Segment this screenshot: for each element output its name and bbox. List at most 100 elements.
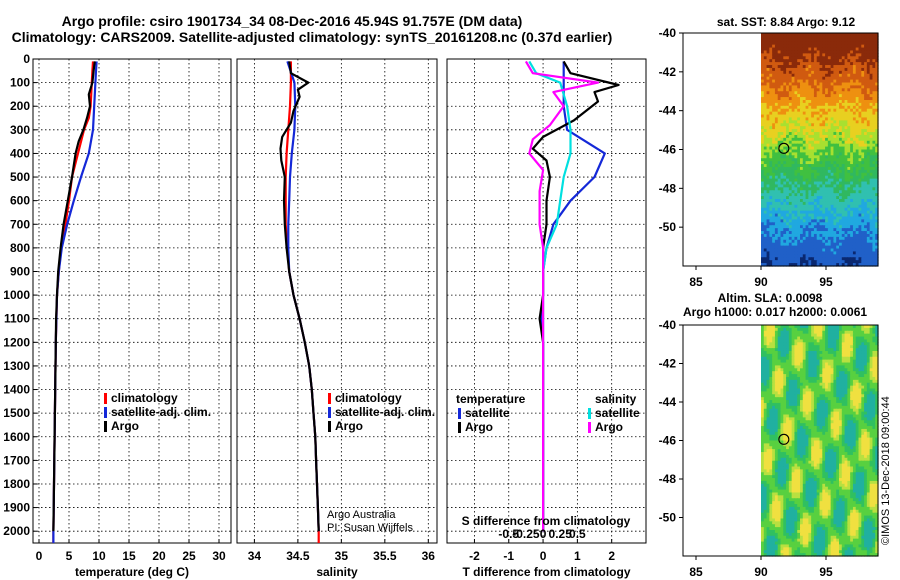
sst-heatmap-cell bbox=[861, 99, 865, 104]
sst-heatmap-cell bbox=[774, 111, 779, 116]
sst-heatmap-cell bbox=[766, 53, 770, 57]
sst-heatmap-cell bbox=[772, 44, 776, 49]
sst-heatmap-cell bbox=[777, 102, 782, 107]
sst-heatmap-cell bbox=[866, 70, 871, 75]
sst-heatmap-cell bbox=[763, 105, 768, 110]
sst-heatmap-cell bbox=[866, 108, 871, 113]
sst-heatmap-cell bbox=[864, 79, 868, 84]
sst-heatmap-cell bbox=[861, 65, 865, 69]
sst-heatmap-cell bbox=[769, 102, 773, 107]
sst-heatmap-cell bbox=[800, 70, 804, 75]
depth-tick-label: 400 bbox=[10, 146, 30, 160]
sst-heatmap-cell bbox=[839, 41, 843, 46]
sst-heatmap-cell bbox=[816, 117, 821, 121]
sst-heatmap-cell bbox=[822, 33, 826, 37]
sst-heatmap-cell bbox=[783, 79, 787, 84]
sst-heatmap-cell bbox=[813, 102, 818, 107]
sst-heatmap-cell bbox=[836, 44, 840, 49]
sst-heatmap-cell bbox=[788, 76, 793, 81]
sst-heatmap-cell bbox=[836, 65, 840, 69]
sst-heatmap-cell bbox=[875, 53, 879, 57]
sst-heatmap-cell bbox=[861, 97, 865, 101]
sst-heatmap-cell bbox=[847, 79, 851, 84]
sst-heatmap-cell bbox=[819, 56, 823, 60]
sst-heatmap-cell bbox=[808, 44, 812, 49]
sst-map-title: sat. SST: 8.84 Argo: 9.12 bbox=[717, 15, 856, 29]
sst-heatmap-cell bbox=[839, 102, 843, 107]
sst-heatmap-cell bbox=[875, 73, 879, 78]
sst-heatmap-cell bbox=[833, 50, 837, 54]
sst-heatmap-cell bbox=[780, 111, 784, 116]
sst-heatmap-cell bbox=[763, 108, 768, 113]
sst-heatmap-cell bbox=[841, 41, 846, 46]
sst-heatmap-cell bbox=[780, 44, 784, 49]
sst-heatmap-cell bbox=[772, 33, 776, 37]
sst-heatmap-cell bbox=[827, 38, 832, 43]
sst-heatmap-cell bbox=[783, 102, 787, 107]
depth-tick-label: 0 bbox=[23, 52, 30, 66]
sst-heatmap-cell bbox=[777, 33, 782, 37]
x-axis-label: salinity bbox=[316, 565, 358, 579]
lat-tick-label: -46 bbox=[659, 143, 677, 157]
sst-heatmap-cell bbox=[869, 102, 874, 107]
sst-heatmap-cell bbox=[841, 102, 846, 107]
legend-label: satellite bbox=[595, 406, 640, 420]
sst-heatmap-cell bbox=[872, 94, 876, 98]
sst-heatmap-cell bbox=[858, 56, 862, 60]
sst-heatmap-cell bbox=[875, 94, 879, 98]
sst-heatmap-cell bbox=[875, 62, 879, 66]
sst-heatmap-cell bbox=[769, 85, 773, 89]
sst-heatmap-cell bbox=[869, 82, 874, 87]
sst-heatmap-cell bbox=[763, 111, 768, 116]
sst-heatmap-cell bbox=[791, 102, 796, 107]
sst-heatmap-cell bbox=[822, 108, 826, 113]
sst-heatmap-cell bbox=[816, 47, 821, 52]
sst-heatmap-cell bbox=[774, 76, 779, 81]
sst-heatmap-cell bbox=[800, 97, 804, 101]
sst-heatmap-cell bbox=[774, 50, 779, 54]
sst-heatmap-cell bbox=[813, 91, 818, 95]
sst-heatmap-cell bbox=[841, 33, 846, 37]
sst-heatmap-cell bbox=[805, 47, 809, 52]
top-tick-label: 0.5 bbox=[569, 527, 586, 541]
sst-heatmap-cell bbox=[875, 38, 879, 43]
sst-heatmap-cell bbox=[872, 65, 876, 69]
sst-heatmap-cell bbox=[861, 102, 865, 107]
sst-heatmap-cell bbox=[833, 85, 837, 89]
sst-heatmap-cell bbox=[825, 99, 829, 104]
sst-heatmap-cell bbox=[861, 35, 865, 40]
sst-heatmap-cell bbox=[827, 102, 832, 107]
sst-heatmap-cell bbox=[813, 62, 818, 66]
sst-heatmap-cell bbox=[858, 105, 862, 110]
sst-heatmap-cell bbox=[769, 114, 773, 119]
figure-title-line2: Climatology: CARS2009. Satellite-adjuste… bbox=[12, 29, 613, 45]
sst-heatmap-cell bbox=[861, 67, 865, 72]
sst-heatmap-cell bbox=[786, 117, 790, 121]
sst-heatmap-cell bbox=[866, 38, 871, 43]
legend-label: Argo bbox=[595, 420, 623, 434]
sst-heatmap-cell bbox=[861, 56, 865, 60]
sst-heatmap-cell bbox=[811, 85, 815, 89]
sst-heatmap-cell bbox=[794, 59, 798, 63]
sst-heatmap-cell bbox=[788, 56, 793, 60]
plot-frame bbox=[446, 58, 647, 544]
sst-heatmap-cell bbox=[769, 53, 773, 57]
depth-tick-label: 1500 bbox=[3, 406, 30, 420]
sst-heatmap-cell bbox=[836, 70, 840, 75]
sst-heatmap-cell bbox=[783, 35, 787, 40]
sst-heatmap-cell bbox=[861, 47, 865, 52]
sst-heatmap-cell bbox=[777, 91, 782, 95]
sst-heatmap-cell bbox=[777, 62, 782, 66]
sst-heatmap-cell bbox=[825, 65, 829, 69]
depth-tick-label: 1900 bbox=[3, 501, 30, 515]
sst-heatmap-cell bbox=[839, 47, 843, 52]
sst-heatmap-cell bbox=[766, 47, 770, 52]
sst-heatmap-cell bbox=[847, 85, 851, 89]
sst-heatmap-cell bbox=[822, 97, 826, 101]
sst-heatmap-cell bbox=[861, 108, 865, 113]
sst-heatmap-cell bbox=[800, 111, 804, 116]
sst-heatmap-cell bbox=[825, 56, 829, 60]
sst-heatmap-cell bbox=[783, 53, 787, 57]
sst-heatmap-cell bbox=[794, 82, 798, 87]
